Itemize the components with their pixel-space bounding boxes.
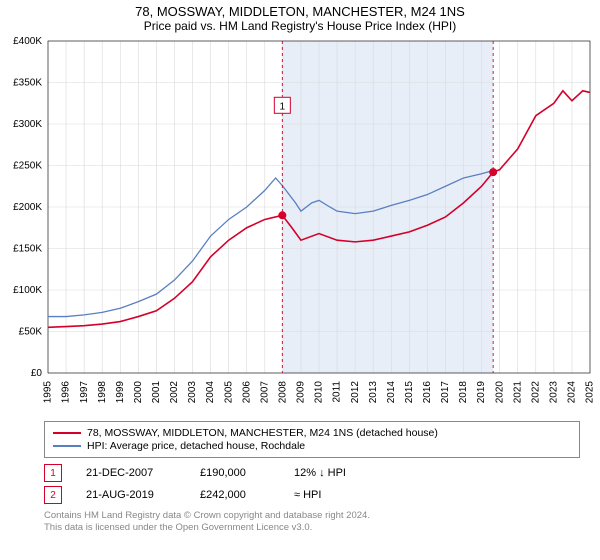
chart-title-line2: Price paid vs. HM Land Registry's House … bbox=[0, 19, 600, 33]
sale-delta: 12% ↓ HPI bbox=[294, 467, 346, 479]
svg-text:2013: 2013 bbox=[368, 381, 379, 404]
legend-label: 78, MOSSWAY, MIDDLETON, MANCHESTER, M24 … bbox=[87, 427, 438, 439]
svg-text:1999: 1999 bbox=[115, 381, 126, 404]
svg-text:2006: 2006 bbox=[241, 381, 252, 404]
svg-text:£250K: £250K bbox=[13, 161, 42, 172]
svg-text:1996: 1996 bbox=[61, 381, 72, 404]
svg-text:2008: 2008 bbox=[278, 381, 289, 404]
svg-text:2003: 2003 bbox=[187, 381, 198, 404]
svg-text:£300K: £300K bbox=[13, 119, 42, 130]
svg-text:2010: 2010 bbox=[314, 381, 325, 404]
svg-text:1995: 1995 bbox=[43, 381, 54, 404]
line-chart-svg: £0 £50K £100K £150K £200K £250K £300K £350K £400… bbox=[0, 33, 600, 413]
sale-marker-box: 2 bbox=[44, 486, 62, 504]
svg-text:£400K: £400K bbox=[13, 36, 42, 47]
svg-text:2005: 2005 bbox=[223, 381, 234, 404]
svg-text:£50K: £50K bbox=[19, 327, 43, 338]
footnote-line1: Contains HM Land Registry data © Crown c… bbox=[44, 510, 580, 522]
sale-price: £242,000 bbox=[200, 489, 270, 501]
svg-text:1997: 1997 bbox=[79, 381, 90, 404]
footnote: Contains HM Land Registry data © Crown c… bbox=[44, 510, 580, 534]
legend-row: 78, MOSSWAY, MIDDLETON, MANCHESTER, M24 … bbox=[53, 427, 571, 439]
svg-text:1: 1 bbox=[280, 101, 286, 112]
svg-text:2016: 2016 bbox=[422, 381, 433, 404]
svg-text:£200K: £200K bbox=[13, 202, 42, 213]
svg-text:£350K: £350K bbox=[13, 78, 42, 89]
svg-text:2012: 2012 bbox=[350, 381, 361, 404]
sale-price: £190,000 bbox=[200, 467, 270, 479]
svg-text:2019: 2019 bbox=[476, 381, 487, 404]
sales-block: 1 21-DEC-2007 £190,000 12% ↓ HPI 2 21-AU… bbox=[44, 464, 580, 504]
svg-text:2020: 2020 bbox=[494, 381, 505, 404]
legend-box: 78, MOSSWAY, MIDDLETON, MANCHESTER, M24 … bbox=[44, 421, 580, 458]
svg-text:2011: 2011 bbox=[332, 381, 343, 403]
svg-text:£0: £0 bbox=[31, 368, 43, 379]
chart-title-block: 78, MOSSWAY, MIDDLETON, MANCHESTER, M24 … bbox=[0, 0, 600, 33]
svg-text:1998: 1998 bbox=[97, 381, 108, 404]
sale-row: 2 21-AUG-2019 £242,000 ≈ HPI bbox=[44, 486, 580, 504]
svg-text:2002: 2002 bbox=[169, 381, 180, 404]
svg-text:2009: 2009 bbox=[296, 381, 307, 404]
svg-text:£150K: £150K bbox=[13, 244, 42, 255]
svg-text:2014: 2014 bbox=[386, 381, 397, 404]
sale-row: 1 21-DEC-2007 £190,000 12% ↓ HPI bbox=[44, 464, 580, 482]
svg-text:2021: 2021 bbox=[512, 381, 523, 404]
svg-text:2007: 2007 bbox=[259, 381, 270, 404]
svg-text:2024: 2024 bbox=[567, 381, 578, 404]
legend-swatch bbox=[53, 445, 81, 447]
svg-text:2015: 2015 bbox=[404, 381, 415, 404]
svg-text:2000: 2000 bbox=[133, 381, 144, 404]
sale-date: 21-AUG-2019 bbox=[86, 489, 176, 501]
svg-text:2022: 2022 bbox=[530, 381, 541, 404]
svg-text:£100K: £100K bbox=[13, 285, 42, 296]
svg-text:2017: 2017 bbox=[440, 381, 451, 404]
chart-title-line1: 78, MOSSWAY, MIDDLETON, MANCHESTER, M24 … bbox=[0, 4, 600, 19]
legend-swatch bbox=[53, 432, 81, 434]
svg-text:2023: 2023 bbox=[549, 381, 560, 404]
chart-area: £0 £50K £100K £150K £200K £250K £300K £350K £400… bbox=[0, 33, 600, 413]
legend-row: HPI: Average price, detached house, Roch… bbox=[53, 440, 571, 452]
svg-text:2001: 2001 bbox=[151, 381, 162, 404]
legend-label: HPI: Average price, detached house, Roch… bbox=[87, 440, 305, 452]
svg-text:2018: 2018 bbox=[458, 381, 469, 404]
footnote-line2: This data is licensed under the Open Gov… bbox=[44, 522, 580, 534]
sale-delta: ≈ HPI bbox=[294, 489, 321, 501]
svg-text:2025: 2025 bbox=[585, 381, 596, 404]
sale-marker-box: 1 bbox=[44, 464, 62, 482]
sale-date: 21-DEC-2007 bbox=[86, 467, 176, 479]
svg-text:2004: 2004 bbox=[205, 381, 216, 404]
